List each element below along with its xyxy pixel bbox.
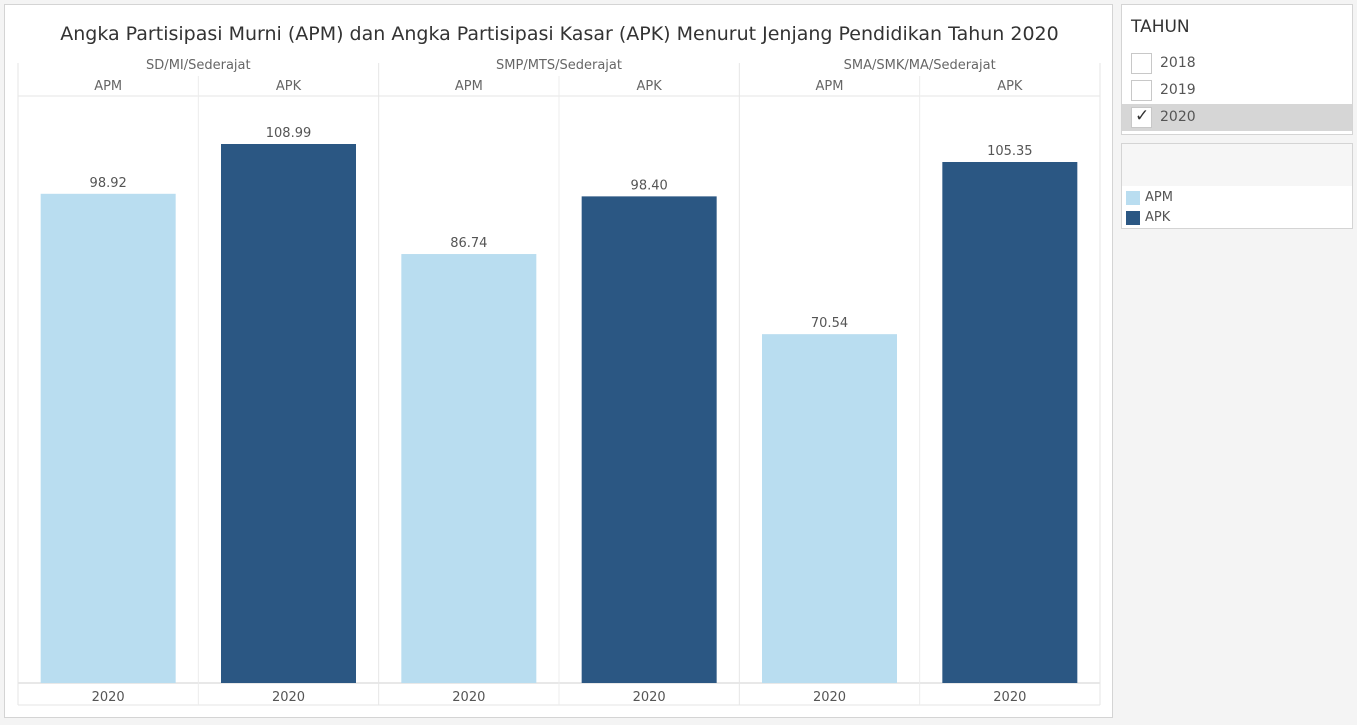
bar-apm [40, 193, 176, 683]
legend-label: APM [1145, 190, 1173, 205]
x-tick-label: 2020 [633, 690, 666, 705]
measure-header: APM [816, 79, 844, 94]
measure-header: APK [637, 79, 663, 94]
tahun-filter: TAHUN 2018 2019 ✓ 2020 [1121, 4, 1353, 135]
x-tick-label: 2020 [813, 690, 846, 705]
bar-apm [401, 254, 537, 683]
checkbox[interactable] [1131, 80, 1152, 101]
filter-item-label: 2020 [1160, 109, 1196, 125]
filter-item-2018[interactable]: 2018 [1122, 50, 1352, 77]
bar-apk [221, 144, 356, 683]
measure-header: APM [94, 79, 122, 94]
filter-item-2019[interactable]: 2019 [1122, 77, 1352, 104]
data-label: 98.40 [631, 178, 668, 193]
check-icon: ✓ [1135, 106, 1150, 126]
measure-header: APK [997, 79, 1023, 94]
filter-title: TAHUN [1131, 17, 1190, 37]
data-label: 98.92 [90, 176, 127, 191]
data-label: 70.54 [811, 316, 848, 331]
legend-header [1122, 144, 1352, 186]
filter-item-label: 2018 [1160, 55, 1196, 71]
checkbox-checked[interactable]: ✓ [1131, 106, 1152, 128]
chart-title: Angka Partisipasi Murni (APM) dan Angka … [60, 23, 1059, 45]
x-tick-label: 2020 [993, 690, 1026, 705]
filter-item-2020[interactable]: ✓ 2020 [1122, 104, 1352, 131]
group-header: SD/MI/Sederajat [146, 58, 251, 73]
data-label: 105.35 [987, 144, 1033, 159]
legend-swatch-apm [1126, 191, 1140, 205]
measure-header: APM [455, 79, 483, 94]
bar-apk [581, 196, 717, 683]
bar-chart: SD/MI/Sederajat APM 98.92 2020 APK 108.99 2020… [17, 58, 1101, 706]
x-tick-label: 2020 [452, 690, 485, 705]
data-label: 86.74 [450, 236, 487, 251]
filter-item-label: 2019 [1160, 82, 1196, 98]
legend-swatch-apk [1126, 211, 1140, 225]
x-tick-label: 2020 [272, 690, 305, 705]
checkbox[interactable] [1131, 53, 1152, 74]
x-tick-label: 2020 [92, 690, 125, 705]
measure-header: APK [276, 79, 302, 94]
data-label: 108.99 [266, 126, 312, 141]
chart-panel: Angka Partisipasi Murni (APM) dan Angka … [4, 4, 1113, 718]
bar-apk [942, 162, 1078, 683]
group-header: SMA/SMK/MA/Sederajat [844, 58, 996, 73]
legend-panel: APM APK [1121, 143, 1353, 229]
group-header: SMP/MTS/Sederajat [496, 58, 622, 73]
bar-apm [762, 334, 897, 683]
legend-label: APK [1145, 210, 1171, 225]
